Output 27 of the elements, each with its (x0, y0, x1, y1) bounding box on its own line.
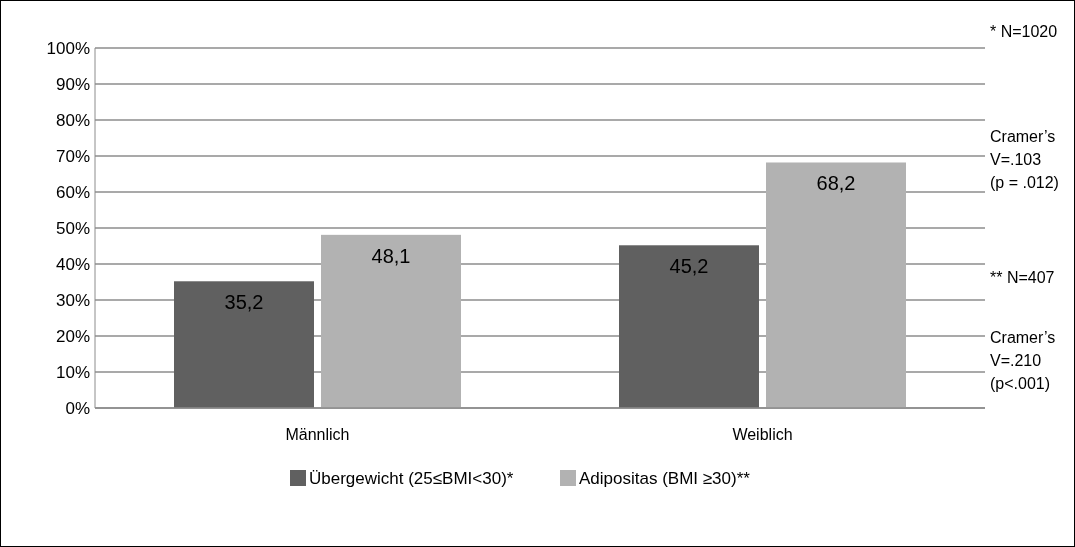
y-tick-label: 90% (55, 74, 90, 94)
y-tick-label: 40% (55, 254, 90, 274)
x-tick-label: Weiblich (732, 426, 793, 443)
y-tick-label: 0% (65, 398, 90, 418)
text: Cramer’s V=.103 (p = .012) (990, 127, 1059, 191)
y-tick-label: 50% (55, 218, 90, 238)
legend-label: Übergewicht (25≤BMI<30)* (309, 468, 514, 488)
y-tick-label: 70% (55, 146, 90, 166)
y-tick-label: 20% (55, 326, 90, 346)
y-tick-label: 80% (55, 110, 90, 130)
data-label: 35,2 (224, 291, 264, 314)
legend-label: Adipositas (BMI ≥30)** (579, 468, 751, 488)
bar (619, 245, 759, 408)
bar (766, 162, 906, 408)
text: Cramer’s V=.210 (p<.001) (990, 328, 1056, 392)
bar (174, 281, 314, 408)
text: ** N=407 (990, 268, 1055, 286)
y-tick-label: 10% (55, 362, 90, 382)
data-label: 45,2 (669, 255, 709, 278)
text: * N=1020 (990, 22, 1058, 40)
y-tick-label: 60% (55, 182, 90, 202)
bar (321, 234, 461, 408)
y-tick-label: 100% (46, 38, 90, 58)
y-tick-label: 30% (55, 290, 90, 310)
x-tick-label: Männlich (285, 426, 350, 443)
data-label: 48,1 (371, 244, 411, 267)
data-label: 68,2 (816, 172, 856, 195)
